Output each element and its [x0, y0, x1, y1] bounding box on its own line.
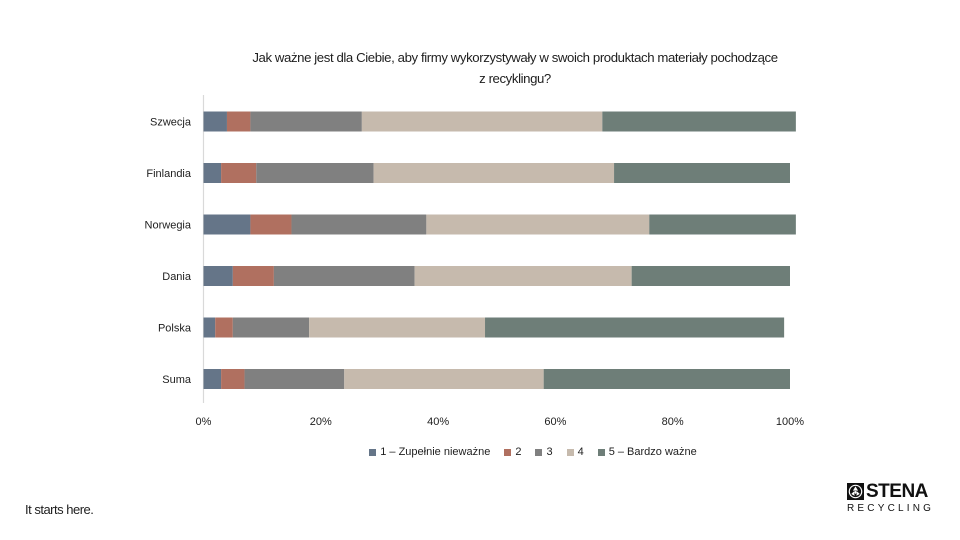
bar-segment-4 — [426, 214, 650, 235]
legend-label-3: 3 — [546, 446, 553, 458]
legend-swatch-5 — [597, 448, 605, 456]
bar-segment-5 — [614, 163, 790, 183]
bar-group: Finlandia — [146, 163, 790, 183]
bar-segment-5 — [485, 317, 785, 338]
legend-item-5: 5 – Bardzo ważne — [597, 446, 697, 458]
bar-group: Dania — [162, 266, 790, 286]
x-tick-label: 80% — [662, 416, 684, 428]
footer-tagline: It starts here. — [25, 502, 94, 517]
bar-segment-1 — [203, 214, 251, 235]
stena-recycling-logo: STENA RECYCLING — [847, 481, 939, 519]
bar-segment-4 — [361, 111, 603, 132]
legend-label-4: 4 — [577, 446, 584, 458]
chart-legend: 1 – Zupełnie nieważne 2 3 4 5 – Bardzo w… — [0, 446, 960, 458]
category-label: Norwegia — [145, 220, 192, 232]
bar-segment-3 — [244, 369, 345, 389]
x-tick-label: 20% — [310, 416, 332, 428]
legend-item-4: 4 — [566, 446, 584, 458]
chart-title-line-1: Jak ważne jest dla Ciebie, aby firmy wyk… — [252, 50, 778, 65]
bar-segment-3 — [291, 214, 427, 235]
category-label: Dania — [162, 271, 192, 283]
bar-group: Norwegia — [145, 214, 796, 235]
legend-swatch-3 — [535, 448, 543, 456]
bar-segment-2 — [232, 266, 274, 286]
category-label: Szwecja — [150, 117, 192, 129]
bar-segment-1 — [203, 317, 216, 338]
legend-item-2: 2 — [504, 446, 521, 458]
bar-segment-2 — [221, 369, 245, 389]
legend-label-5: 5 – Bardzo ważne — [608, 446, 697, 458]
chart-title-line-2: z recyklingu? — [479, 71, 551, 86]
legend-swatch-4 — [566, 448, 574, 456]
legend-item-1: 1 – Zupełnie nieważne — [369, 446, 490, 458]
legend-label-2: 2 — [515, 446, 522, 458]
stena-emblem-icon — [847, 483, 864, 500]
bar-segment-4 — [309, 317, 486, 338]
bar-segment-2 — [215, 317, 233, 338]
bar-segment-4 — [373, 163, 615, 183]
bar-segment-5 — [602, 111, 796, 132]
logo-subtitle: RECYCLING — [847, 503, 935, 514]
bar-segment-2 — [250, 214, 292, 235]
category-label: Finlandia — [146, 168, 192, 180]
bar-segment-1 — [203, 369, 222, 389]
legend-swatch-1 — [369, 448, 377, 456]
bar-segment-3 — [232, 317, 310, 338]
x-tick-label: 0% — [196, 416, 212, 428]
bar-group: Szwecja — [150, 111, 796, 132]
bar-group: Polska — [158, 317, 785, 338]
bar-segment-2 — [221, 163, 257, 183]
x-tick-label: 100% — [776, 416, 804, 428]
bar-segment-3 — [250, 111, 362, 132]
stacked-bar-chart: Szwecja Finlandia Norwegia Dania Polska Suma 0… — [145, 95, 804, 428]
bar-segment-3 — [256, 163, 374, 183]
bar-segment-4 — [414, 266, 632, 286]
legend-swatch-2 — [504, 448, 512, 456]
bar-segment-2 — [226, 111, 251, 132]
category-label: Polska — [158, 323, 192, 335]
legend-item-3: 3 — [535, 446, 553, 458]
bar-segment-5 — [631, 266, 790, 286]
x-tick-label: 40% — [427, 416, 449, 428]
chart-title: Jak ważne jest dla Ciebie, aby firmy wyk… — [170, 47, 860, 89]
bar-segment-1 — [203, 111, 227, 132]
bar-segment-4 — [344, 369, 544, 389]
bar-group: Suma — [162, 369, 790, 389]
bar-segment-3 — [273, 266, 415, 286]
bar-segment-5 — [649, 214, 796, 235]
logo-wordmark: STENA — [866, 481, 928, 502]
bar-segment-1 — [203, 163, 222, 183]
legend-label-1: 1 – Zupełnie nieważne — [380, 446, 491, 458]
bar-segment-5 — [543, 369, 790, 389]
x-tick-label: 60% — [544, 416, 566, 428]
bar-segment-1 — [203, 266, 233, 286]
category-label: Suma — [162, 374, 192, 386]
